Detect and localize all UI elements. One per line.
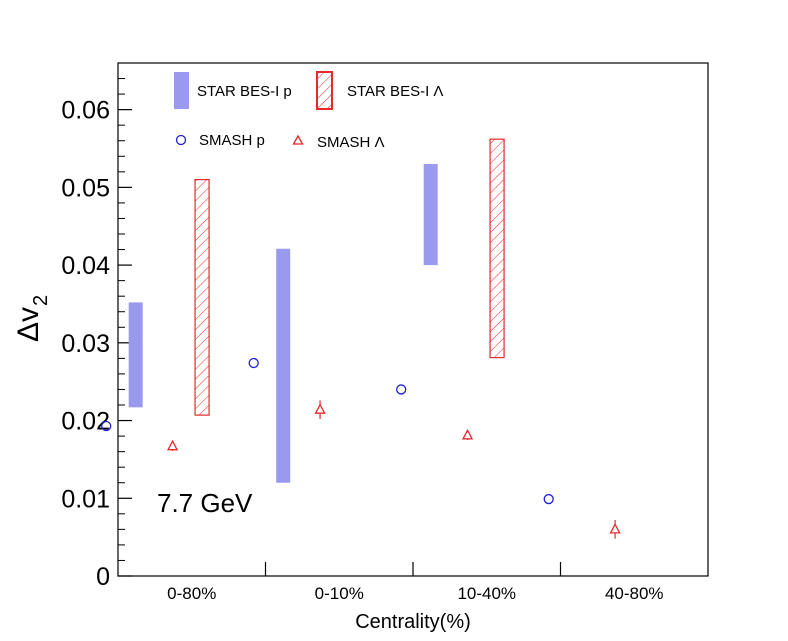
energy-annotation: 7.7 GeV bbox=[157, 488, 253, 518]
star-p-band bbox=[276, 248, 291, 483]
data-layer bbox=[101, 138, 621, 539]
y-tick-label: 0.06 bbox=[61, 97, 110, 125]
y-axis: 0 0.01 0.02 0.03 0.04 0.05 0.06 bbox=[61, 78, 132, 591]
y-tick-label: 0.03 bbox=[61, 330, 110, 358]
star-p-band bbox=[128, 302, 143, 408]
smash-p-point bbox=[543, 493, 554, 505]
legend-swatch-star-lambda bbox=[316, 71, 333, 110]
smash-lambda-point bbox=[166, 439, 179, 451]
smash-p-point bbox=[248, 357, 259, 369]
y-axis-title-main: Δv bbox=[12, 307, 45, 342]
smash-p-point bbox=[396, 384, 407, 395]
smash-p-point bbox=[101, 420, 112, 432]
smash-lambda-point bbox=[314, 403, 326, 414]
x-axis: 0-80% 0-10% 10-40% 40-80% bbox=[167, 562, 664, 603]
legend-marker-smash-lambda bbox=[292, 134, 304, 145]
y-tick-label: 0 bbox=[96, 563, 110, 591]
smash-lambda-point bbox=[609, 522, 621, 534]
y-tick-label: 0.02 bbox=[61, 408, 110, 436]
x-axis-title: Centrality(%) bbox=[355, 611, 471, 633]
legend-label-star-p: STAR BES-I p bbox=[197, 83, 292, 100]
legend-label-smash-p: SMASH p bbox=[199, 132, 265, 149]
smash-lambda-point bbox=[461, 428, 474, 440]
star-lambda-band bbox=[194, 178, 210, 416]
star-lambda-band bbox=[489, 138, 505, 359]
legend-label-smash-lambda: SMASH Λ bbox=[317, 134, 385, 151]
y-axis-title: Δv 2 bbox=[12, 295, 52, 342]
y-tick-label: 0.04 bbox=[61, 252, 110, 280]
legend: STAR BES-I p STAR BES-I Λ SMASH p SMASH … bbox=[174, 71, 443, 151]
y-tick-label: 0.05 bbox=[61, 174, 110, 202]
y-tick-label: 0.01 bbox=[61, 485, 110, 513]
x-category-label: 40-80% bbox=[605, 584, 664, 603]
x-category-label: 10-40% bbox=[457, 584, 516, 603]
y-axis-title-sub: 2 bbox=[30, 295, 52, 306]
star-p-band bbox=[423, 164, 438, 266]
legend-swatch-star-p bbox=[174, 72, 189, 109]
x-category-label: 0-10% bbox=[315, 584, 364, 603]
x-category-label: 0-80% bbox=[167, 584, 216, 603]
legend-marker-smash-p bbox=[175, 134, 187, 146]
legend-label-star-lambda: STAR BES-I Λ bbox=[347, 83, 443, 100]
